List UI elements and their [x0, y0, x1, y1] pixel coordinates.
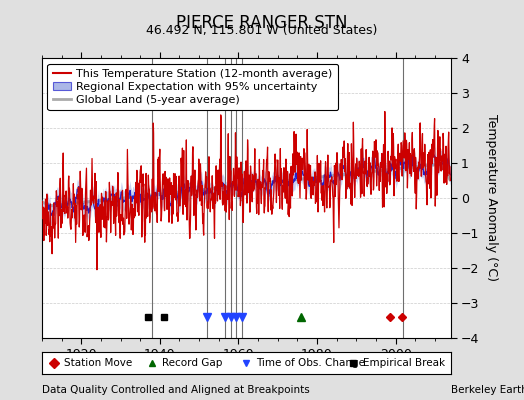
Text: 46.492 N, 115.801 W (United States): 46.492 N, 115.801 W (United States) [146, 24, 378, 37]
Text: Berkeley Earth: Berkeley Earth [451, 385, 524, 395]
Text: Time of Obs. Change: Time of Obs. Change [256, 358, 366, 368]
Text: PIERCE RANGER STN: PIERCE RANGER STN [176, 14, 348, 32]
Legend: This Temperature Station (12-month average), Regional Expectation with 95% uncer: This Temperature Station (12-month avera… [48, 64, 338, 110]
Text: Record Gap: Record Gap [162, 358, 223, 368]
Text: Empirical Break: Empirical Break [363, 358, 445, 368]
Y-axis label: Temperature Anomaly (°C): Temperature Anomaly (°C) [485, 114, 498, 282]
Text: Station Move: Station Move [64, 358, 133, 368]
Text: Data Quality Controlled and Aligned at Breakpoints: Data Quality Controlled and Aligned at B… [42, 385, 310, 395]
